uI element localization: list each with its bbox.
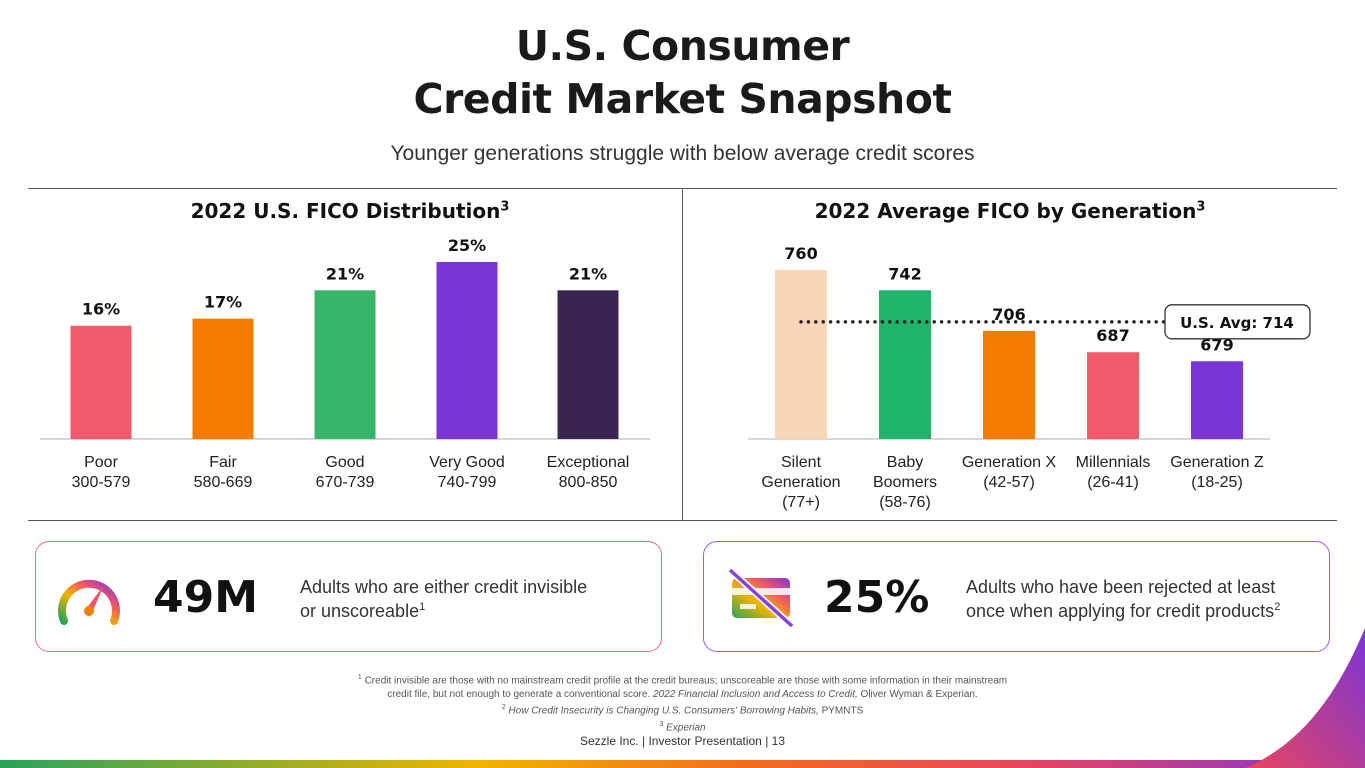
fico-distribution-title: 2022 U.S. FICO Distribution3	[190, 199, 510, 223]
footnote-1-line2: credit file, but not enough to generate …	[387, 688, 978, 700]
footnote-3: 3 Experian	[659, 721, 706, 734]
footnote-1-line1: 1 Credit invisible are those with no mai…	[357, 674, 1008, 687]
bar-generation-3	[983, 330, 1035, 439]
data-label-fair: 17%	[204, 293, 242, 312]
data-label-generation-3: 706	[992, 305, 1025, 324]
category-label-generation-2: Baby Boomers (58-76)	[872, 454, 938, 511]
category-label-very-good: Very Good 740-799	[429, 454, 505, 491]
category-label-good: Good 670-739	[315, 454, 375, 491]
stat-description-credit-invisible: Adults who are either credit invisible o…	[300, 577, 588, 621]
stat-value-49m: 49M	[153, 572, 259, 623]
footnote-2: 2 How Credit Insecurity is Changing U.S.…	[501, 704, 864, 717]
speedometer-icon	[58, 579, 120, 625]
corner-swoosh-decoration	[1245, 628, 1365, 768]
page-title: U.S. Consumer Credit Market Snapshot	[0, 20, 1365, 126]
bar-fair	[192, 318, 254, 439]
bar-exceptional	[557, 290, 619, 439]
us-average-label-box	[1164, 304, 1311, 340]
fico-generation-title: 2022 Average FICO by Generation3	[814, 199, 1206, 223]
data-label-generation-5: 679	[1200, 335, 1233, 354]
category-label-fair: Fair 580-669	[193, 454, 253, 491]
bar-good	[314, 290, 376, 439]
us-average-label: U.S. Avg: 714	[1180, 314, 1294, 332]
bar-poor	[70, 325, 132, 439]
data-label-exceptional: 21%	[569, 264, 607, 283]
bottom-gradient-bar	[0, 760, 1365, 768]
page-subtitle: Younger generations struggle with below …	[390, 142, 975, 165]
category-label-generation-3: Generation X (42-57)	[961, 454, 1057, 491]
data-label-very-good: 25%	[448, 236, 486, 255]
category-label-generation-4: Millennials (26-41)	[1075, 454, 1151, 491]
data-label-good: 21%	[326, 264, 364, 283]
stat-value-25-percent: 25%	[824, 572, 930, 623]
stat-description-credit-rejected: Adults who have been rejected at least o…	[966, 577, 1281, 621]
page-title-line1: U.S. Consumer	[515, 22, 850, 70]
center-divider	[682, 189, 683, 521]
bar-very-good	[436, 262, 498, 439]
category-label-exceptional: Exceptional 800-850	[546, 454, 630, 491]
top-divider	[28, 188, 1337, 189]
category-label-generation-5: Generation Z (18-25)	[1170, 454, 1264, 491]
category-label-poor: Poor 300-579	[71, 454, 131, 491]
category-label-generation-1: Silent Generation (77+)	[761, 454, 841, 511]
data-label-generation-4: 687	[1096, 326, 1129, 345]
stat-card-credit-rejected: 25% Adults who have been rejected at lea…	[703, 541, 1330, 652]
bar-generation-2	[879, 290, 931, 439]
page-title-line2: Credit Market Snapshot	[413, 75, 952, 123]
bar-generation-4	[1087, 352, 1139, 439]
bar-generation-5	[1191, 361, 1243, 439]
footer-text: Sezzle Inc. | Investor Presentation | 13	[579, 734, 785, 748]
stat-card-credit-invisible: 49M Adults who are either credit invisib…	[35, 541, 662, 652]
data-label-poor: 16%	[82, 300, 120, 319]
credit-card-blocked-icon	[727, 568, 795, 628]
data-label-generation-2: 742	[888, 264, 921, 283]
data-label-generation-1: 760	[784, 244, 817, 263]
bar-generation-1	[775, 270, 827, 439]
footnotes: 1 Credit invisible are those with no mai…	[0, 671, 1365, 735]
